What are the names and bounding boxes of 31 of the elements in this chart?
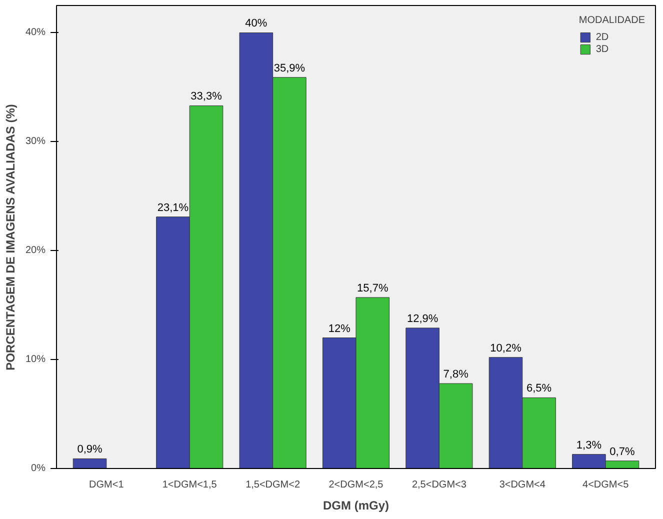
- data-label: 15,7%: [357, 282, 388, 294]
- y-tick-label: 20%: [25, 245, 46, 256]
- data-label: 0,9%: [77, 444, 103, 456]
- data-label: 7,8%: [443, 368, 469, 381]
- data-label: 35,9%: [274, 62, 306, 74]
- x-tick-label: 2<DGM<2,5: [328, 480, 384, 490]
- y-axis-title: PORCENTAGEM DE IMAGENS AVALIADAS (%): [3, 104, 18, 370]
- data-label: 23,1%: [157, 202, 189, 214]
- data-label: 0,7%: [610, 446, 635, 458]
- legend-label: 3D: [596, 44, 610, 54]
- x-tick-label: 4<DGM<5: [582, 480, 630, 490]
- bar: [72, 458, 107, 468]
- x-tick-label: DGM<1: [89, 480, 124, 490]
- data-label: 33,3%: [190, 90, 222, 103]
- x-tick-label: 1,5<DGM<2: [246, 480, 300, 490]
- data-label: 10,2%: [490, 342, 522, 354]
- data-label: 40%: [245, 18, 268, 30]
- legend-label: 2D: [596, 32, 610, 42]
- x-tick-label: 2,5<DGM<3: [412, 480, 467, 490]
- x-axis-title: DGM (mGy): [323, 498, 390, 512]
- data-label: 12,9%: [406, 312, 438, 325]
- y-tick-label: 0%: [31, 463, 46, 474]
- y-tick-label: 10%: [25, 354, 46, 366]
- x-tick-label: 1<DGM<1,5: [162, 480, 218, 490]
- legend-title: MODALIDADE: [578, 15, 645, 26]
- data-label: 12%: [328, 322, 351, 335]
- x-tick-label: 3<DGM<4: [499, 480, 546, 490]
- y-tick-label: 40%: [25, 27, 46, 38]
- y-tick-label: 30%: [25, 136, 46, 148]
- data-label: 6,5%: [526, 382, 552, 395]
- data-label: 1,3%: [576, 439, 602, 452]
